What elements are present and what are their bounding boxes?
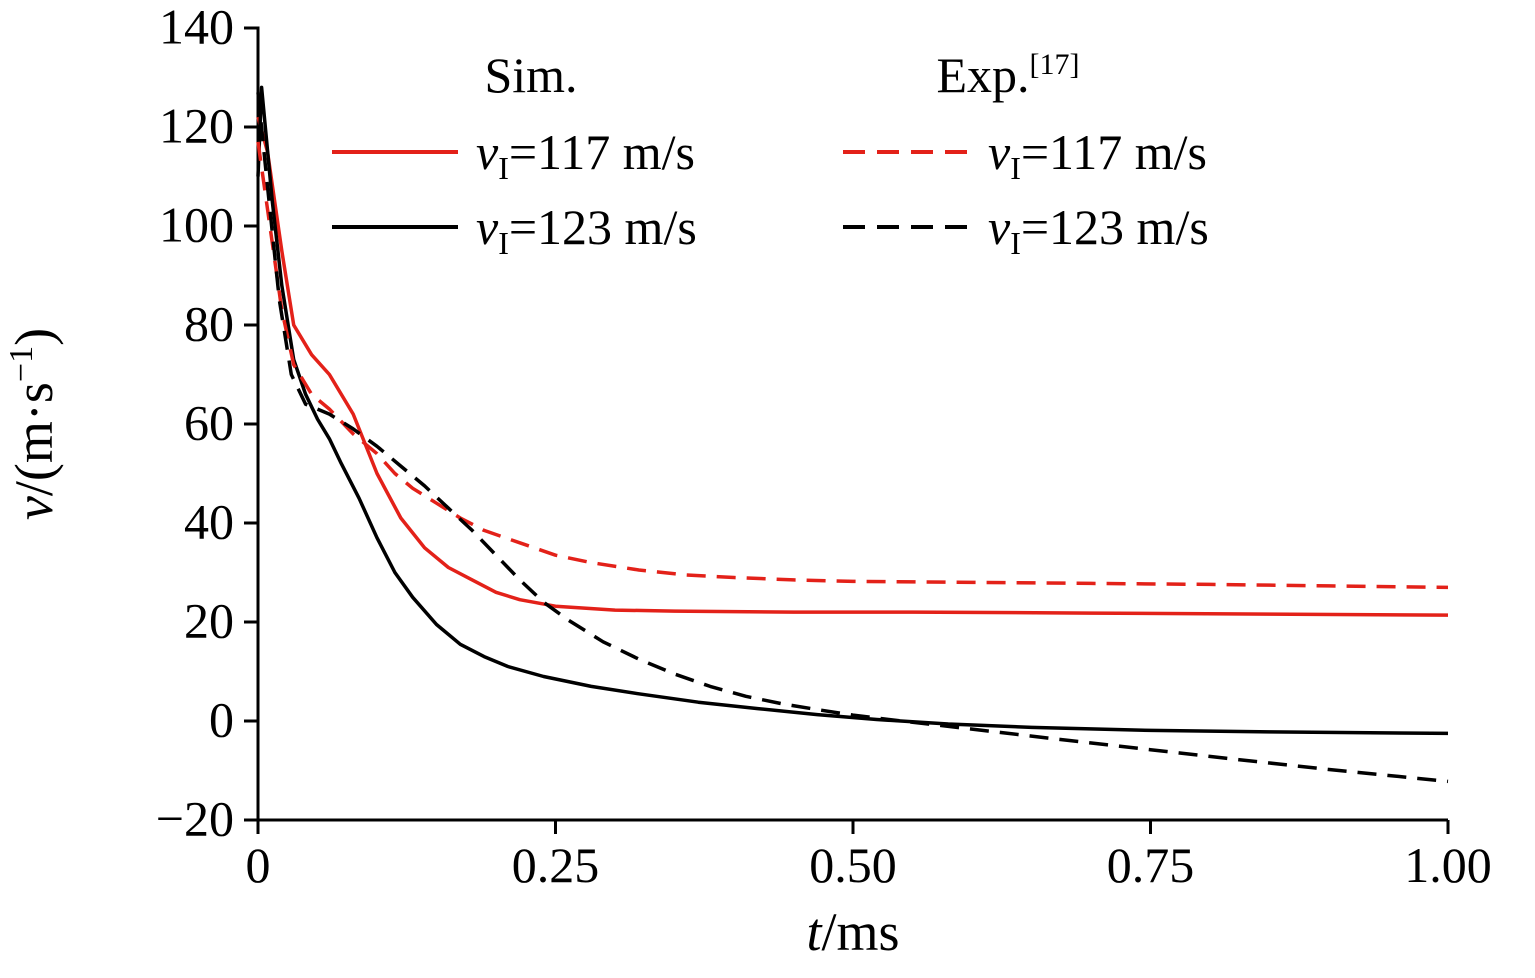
legend: Sim. vI=117 m/s vI=123 m/s Exp.[17] vI=117 m… (332, 47, 1209, 261)
legend-label-sim-v117: vI=117 m/s (476, 124, 695, 186)
legend-header: Exp.[17] (936, 47, 1079, 103)
legend-label-exp-v123: vI=123 m/s (988, 199, 1209, 261)
x-tick-label: 0.50 (809, 837, 897, 893)
series-exp-v123-line (256, 92, 1449, 784)
y-tick-label: 60 (184, 394, 234, 450)
legend-label-exp-v117: vI=117 m/s (988, 124, 1207, 186)
x-tick-label: 1.00 (1404, 837, 1492, 893)
series-sim-v117-line (256, 116, 1449, 617)
y-tick-label: 20 (184, 592, 234, 648)
y-tick-label: 80 (184, 295, 234, 351)
y-tick-label: 100 (159, 196, 234, 252)
y-tick-label: 140 (159, 0, 234, 54)
series-sim-v123-line (256, 85, 1449, 736)
y-axis-title: v/(m·s−1) (3, 328, 64, 520)
legend-header: Sim. (484, 47, 577, 103)
y-tick-label: −20 (156, 790, 234, 846)
legend-label-sim-v123: vI=123 m/s (476, 199, 697, 261)
series-lines (256, 85, 1449, 784)
y-tick-label: 0 (209, 691, 234, 747)
y-tick-label: 40 (184, 493, 234, 549)
x-tick-label: 0 (246, 837, 271, 893)
y-tick-label: 120 (159, 97, 234, 153)
axis-labels: t/ms v/(m·s−1) (3, 328, 900, 962)
x-axis-title: t/ms (806, 902, 899, 962)
series-exp-v117-line (256, 141, 1449, 590)
x-tick-label: 0.25 (512, 837, 600, 893)
x-tick-label: 0.75 (1107, 837, 1195, 893)
